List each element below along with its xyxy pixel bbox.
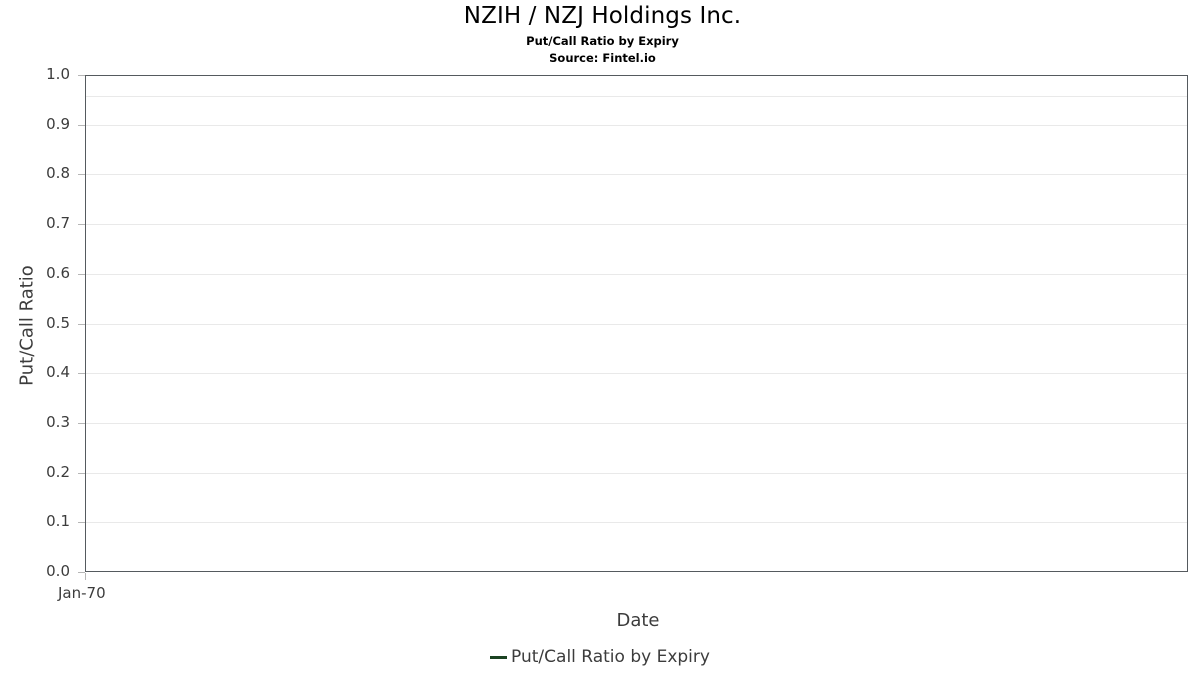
y-axis-tick-label-0.8: 0.8 [46,164,70,183]
y-axis-tick-mark-0.5 [78,323,85,325]
gridline-y-0.3 [86,422,1187,424]
y-axis-tick-mark-1.0 [78,75,85,76]
chart-legend: Put/Call Ratio by Expiry [0,647,1200,667]
y-axis-tick-mark-0.1 [78,522,85,524]
y-axis-tick-label-0.2: 0.2 [46,462,70,481]
y-axis-tick-mark-0.4 [78,373,85,375]
gridline-y-0.8 [86,174,1187,176]
legend-item-put-call-ratio-by-expiry[interactable]: Put/Call Ratio by Expiry [490,647,710,667]
gridline-y-top-inner [86,96,1187,97]
y-axis-tick-label-0.1: 0.1 [46,512,70,531]
plot-area[interactable] [85,75,1188,572]
legend-item-label: Put/Call Ratio by Expiry [511,647,710,667]
plot-canvas [86,76,1187,571]
y-axis-tick-labels: 0.0 0.1 0.2 0.3 0.4 0.5 0.6 0.7 0.8 0.9 1.0 [24,0,70,675]
y-axis-tick-label-1.0: 1.0 [46,65,70,83]
y-axis-tick-label-0.6: 0.6 [46,263,70,282]
gridline-y-0.6 [86,273,1187,275]
gridline-y-0.4 [86,373,1187,375]
gridline-y-0.2 [86,472,1187,474]
y-axis-tick-label-0.3: 0.3 [46,412,70,431]
chart-title: NZIH / NZJ Holdings Inc. [463,3,742,29]
gridline-y-0.9 [86,124,1187,126]
y-axis-tick-mark-0.8 [78,174,85,176]
gridline-y-0.5 [86,323,1187,325]
y-axis-tick-label-0.0: 0.0 [46,562,70,580]
chart-source-label: Source: Fintel.io [549,51,656,65]
y-axis-tick-mark-0.7 [78,224,85,226]
y-axis-tick-mark-0.3 [78,422,85,424]
y-axis-tick-label-0.5: 0.5 [46,313,70,332]
x-axis-title: Date [616,610,660,631]
y-axis-tick-mark-0.9 [78,124,85,126]
gridline-y-0.1 [86,522,1187,524]
y-axis-tick-mark-0.0 [78,572,85,573]
y-axis-tick-mark-0.2 [78,472,85,474]
chart-subtitle: Put/Call Ratio by Expiry [526,34,679,48]
x-axis-tick-label-0: Jan-70 [58,584,106,602]
y-axis-tick-mark-0.6 [78,273,85,275]
x-axis-tick-mark [85,573,86,580]
y-axis-tick-label-0.4: 0.4 [46,363,70,382]
y-axis-tick-label-0.9: 0.9 [46,114,70,133]
y-axis-tick-label-0.7: 0.7 [46,214,70,233]
legend-line-swatch-icon [490,655,508,659]
gridline-y-0.7 [86,224,1187,226]
